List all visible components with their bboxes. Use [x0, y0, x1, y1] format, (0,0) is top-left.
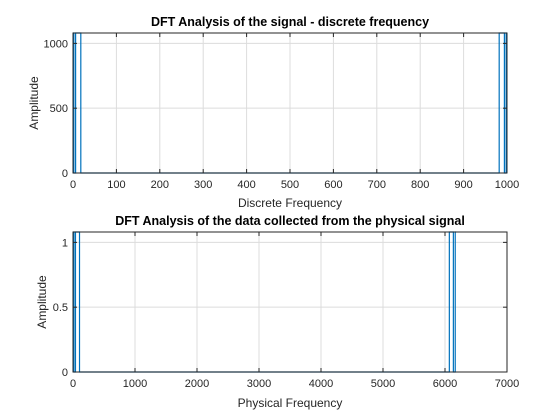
top-plot-xtick-label: 500	[281, 179, 299, 191]
top-plot-xtick-label: 100	[107, 179, 125, 191]
top-plot-xtick-label: 800	[411, 179, 429, 191]
bottom-plot-ytick-label: 0.5	[53, 302, 68, 314]
bottom-plot-xtick-label: 7000	[495, 378, 519, 390]
top-plot-xtick-label: 300	[194, 179, 212, 191]
top-plot-xtick-label: 700	[368, 179, 386, 191]
bottom-plot-title: DFT Analysis of the data collected from …	[115, 214, 465, 228]
bottom-plot-ytick-label: 1	[62, 237, 68, 249]
top-plot-xtick-label: 600	[324, 179, 342, 191]
bottom-plot: DFT Analysis of the data collected from …	[35, 214, 519, 410]
top-plot-ytick-label: 0	[62, 168, 68, 180]
top-plot-xtick-label: 200	[151, 179, 169, 191]
bottom-plot-frame	[72, 231, 508, 373]
top-plot-xlabel: Discrete Frequency	[238, 196, 342, 210]
bottom-plot-area	[73, 232, 507, 372]
bottom-plot-xtick-label: 4000	[309, 378, 333, 390]
bottom-plot-xlabel: Physical Frequency	[238, 396, 343, 410]
top-plot-ytick-label: 1000	[44, 38, 68, 50]
bottom-plot-xtick-label: 3000	[247, 378, 271, 390]
top-plot-ylabel: Amplitude	[27, 76, 41, 130]
top-plot-ytick-label: 500	[50, 103, 68, 115]
bottom-plot-xtick-label: 1000	[123, 378, 147, 390]
bottom-plot-xtick-label: 6000	[433, 378, 457, 390]
top-plot: DFT Analysis of the signal - discrete fr…	[27, 15, 519, 210]
bottom-plot-xtick-label: 0	[70, 378, 76, 390]
top-plot-title: DFT Analysis of the signal - discrete fr…	[151, 15, 429, 29]
bottom-plot-ytick-label: 0	[62, 367, 68, 379]
bottom-plot-ylabel: Amplitude	[35, 275, 49, 329]
top-plot-xtick-label: 0	[70, 179, 76, 191]
bottom-plot-xtick-label: 5000	[371, 378, 395, 390]
bottom-plot-xtick-label: 2000	[185, 378, 209, 390]
top-plot-xtick-label: 400	[237, 179, 255, 191]
top-plot-xtick-label: 900	[454, 179, 472, 191]
top-plot-xtick-label: 1000	[495, 179, 519, 191]
